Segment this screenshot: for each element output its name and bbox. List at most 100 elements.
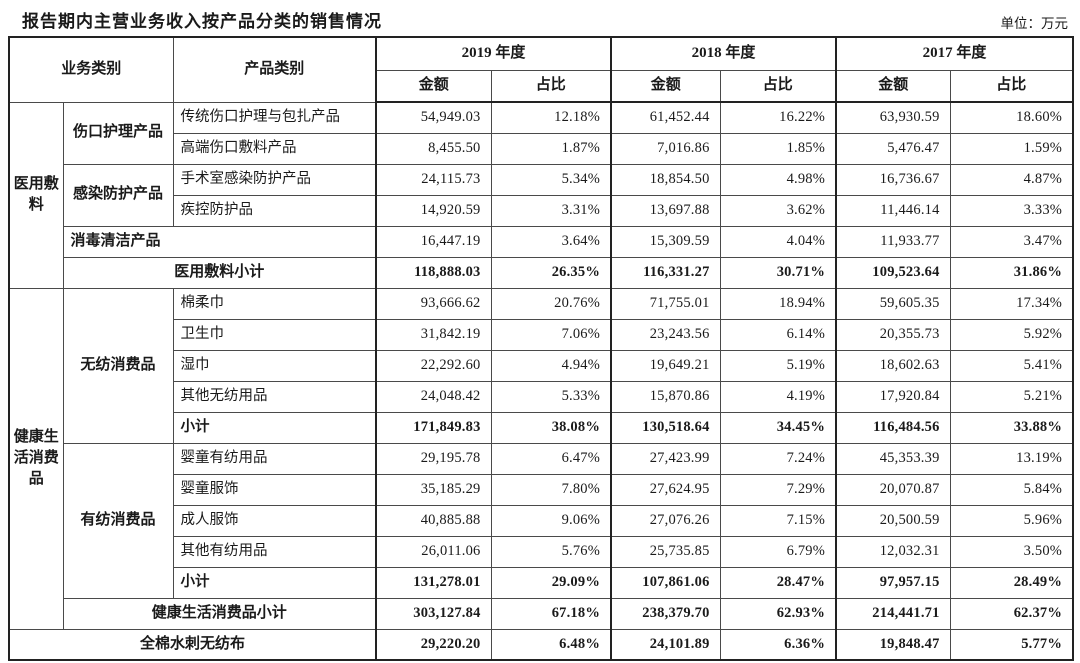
cell-product-group: 感染防护产品: [62, 163, 174, 227]
cell-ratio: 5.77%: [949, 628, 1074, 661]
title-bar: 报告期内主营业务收入按产品分类的销售情况 单位：万元: [8, 5, 1072, 36]
cell-amount: 26,011.06: [375, 535, 492, 568]
header-amount-2018: 金额: [610, 69, 721, 103]
cell-amount: 16,447.19: [375, 225, 492, 258]
table-row: 健康生活消费品小计 303,127.84 67.18% 238,379.70 62.93…: [9, 597, 1074, 630]
cell-amount: 20,500.59: [835, 504, 951, 537]
cell-product-name: 手术室感染防护产品: [172, 163, 377, 196]
cell-business-category: 健康生活消费品: [8, 287, 64, 630]
table-row: 高端伤口敷料产品 8,455.50 1.87% 7,016.86 1.85% 5,476.…: [9, 132, 1074, 165]
cell-ratio: 4.04%: [719, 225, 837, 258]
cell-amount: 20,355.73: [835, 318, 951, 351]
cell-amount: 116,484.56: [835, 411, 951, 444]
cell-amount: 109,523.64: [835, 256, 951, 289]
cell-ratio: 17.34%: [949, 287, 1074, 320]
cell-amount: 19,649.21: [610, 349, 721, 382]
cell-ratio: 38.08%: [490, 411, 612, 444]
table-row: 感染防护产品 手术室感染防护产品 24,115.73 5.34% 18,854.50 4.…: [9, 163, 1074, 227]
cell-amount: 63,930.59: [835, 101, 951, 134]
cell-amount: 18,602.63: [835, 349, 951, 382]
cell-amount: 214,441.71: [835, 597, 951, 630]
cell-amount: 54,949.03: [375, 101, 492, 134]
cell-amount: 130,518.64: [610, 411, 721, 444]
cell-amount: 303,127.84: [375, 597, 492, 630]
cell-product-name: 棉柔巾: [172, 287, 377, 320]
cell-ratio: 28.47%: [719, 566, 837, 599]
cell-amount: 27,423.99: [610, 442, 721, 475]
header-product-category: 产品类别: [172, 36, 377, 103]
cell-ratio: 1.87%: [490, 132, 612, 165]
cell-amount: 17,920.84: [835, 380, 951, 413]
cell-ratio: 6.48%: [490, 628, 612, 661]
cell-subtotal-label: 健康生活消费品小计: [62, 597, 377, 630]
cell-ratio: 5.19%: [719, 349, 837, 382]
cell-ratio: 5.34%: [490, 163, 612, 196]
cell-ratio: 3.50%: [949, 535, 1074, 568]
table-row: 其他有纺用品 26,011.06 5.76% 25,735.85 6.79% 12,032…: [9, 535, 1074, 568]
cell-amount: 27,624.95: [610, 473, 721, 506]
cell-ratio: 26.35%: [490, 256, 612, 289]
cell-amount: 23,243.56: [610, 318, 721, 351]
cell-amount: 238,379.70: [610, 597, 721, 630]
table-row: 湿巾 22,292.60 4.94% 19,649.21 5.19% 18,602.63 5…: [9, 349, 1074, 382]
cell-ratio: 62.37%: [949, 597, 1074, 630]
cell-ratio: 4.19%: [719, 380, 837, 413]
cell-amount: 15,309.59: [610, 225, 721, 258]
header-ratio-2019: 占比: [490, 69, 612, 103]
cell-ratio: 30.71%: [719, 256, 837, 289]
cell-amount: 29,195.78: [375, 442, 492, 475]
cell-ratio: 1.59%: [949, 132, 1074, 165]
cell-amount: 8,455.50: [375, 132, 492, 165]
cell-product-group: 有纺消费品: [62, 442, 174, 599]
cell-product-name: 卫生巾: [172, 318, 377, 351]
table-row: 健康生活消费品 无纺消费品 棉柔巾 93,666.62 20.76% 71,755.01 1…: [8, 287, 1074, 630]
cell-ratio: 5.92%: [949, 318, 1074, 351]
cell-product-name: 小计: [172, 411, 377, 444]
cell-ratio: 3.47%: [949, 225, 1074, 258]
table-row: 小计 171,849.83 38.08% 130,518.64 34.45% 116,48…: [9, 411, 1074, 444]
cell-amount: 31,842.19: [375, 318, 492, 351]
cell-ratio: 6.14%: [719, 318, 837, 351]
table-body: 医用敷料 伤口护理产品 传统伤口护理与包扎产品 54,949.03 12.18% 61,4…: [8, 101, 1074, 661]
cell-amount: 116,331.27: [610, 256, 721, 289]
cell-amount: 93,666.62: [375, 287, 492, 320]
cell-ratio: 7.29%: [719, 473, 837, 506]
table-row: 卫生巾 31,842.19 7.06% 23,243.56 6.14% 20,355.73…: [9, 318, 1074, 351]
cell-subtotal-label: 医用敷料小计: [62, 256, 377, 289]
cell-business-category: 医用敷料: [8, 101, 64, 289]
cell-ratio: 7.06%: [490, 318, 612, 351]
table-row: 消毒清洁产品 16,447.19 3.64% 15,309.59 4.04% 11,933…: [9, 225, 1074, 258]
cell-amount: 59,605.35: [835, 287, 951, 320]
cell-ratio: 28.49%: [949, 566, 1074, 599]
cell-ratio: 62.93%: [719, 597, 837, 630]
cell-ratio: 7.15%: [719, 504, 837, 537]
header-amount-2019: 金额: [375, 69, 492, 103]
cell-ratio: 7.24%: [719, 442, 837, 475]
cell-amount: 107,861.06: [610, 566, 721, 599]
cell-ratio: 18.94%: [719, 287, 837, 320]
cell-ratio: 3.62%: [719, 194, 837, 227]
header-business-category: 业务类别: [8, 36, 174, 103]
cell-ratio: 4.98%: [719, 163, 837, 196]
cell-ratio: 16.22%: [719, 101, 837, 134]
cell-amount: 20,070.87: [835, 473, 951, 506]
table-row: 医用敷料 伤口护理产品 传统伤口护理与包扎产品 54,949.03 12.18% 61,4…: [8, 101, 1074, 289]
cell-amount: 45,353.39: [835, 442, 951, 475]
cell-ratio: 4.94%: [490, 349, 612, 382]
cell-amount: 16,736.67: [835, 163, 951, 196]
cell-ratio: 29.09%: [490, 566, 612, 599]
cell-amount: 61,452.44: [610, 101, 721, 134]
cell-amount: 11,446.14: [835, 194, 951, 227]
table-row: 婴童服饰 35,185.29 7.80% 27,624.95 7.29% 20,070.8…: [9, 473, 1074, 506]
header-year-2019: 2019 年度: [375, 36, 612, 71]
cell-amount: 24,048.42: [375, 380, 492, 413]
cell-ratio: 34.45%: [719, 411, 837, 444]
cell-product-name: 其他有纺用品: [172, 535, 377, 568]
table-row: 医用敷料小计 118,888.03 26.35% 116,331.27 30.71% 10…: [9, 256, 1074, 289]
header-year-2018: 2018 年度: [610, 36, 837, 71]
cell-amount: 14,920.59: [375, 194, 492, 227]
cell-ratio: 20.76%: [490, 287, 612, 320]
cell-ratio: 5.41%: [949, 349, 1074, 382]
header-ratio-2018: 占比: [719, 69, 837, 103]
cell-amount: 171,849.83: [375, 411, 492, 444]
